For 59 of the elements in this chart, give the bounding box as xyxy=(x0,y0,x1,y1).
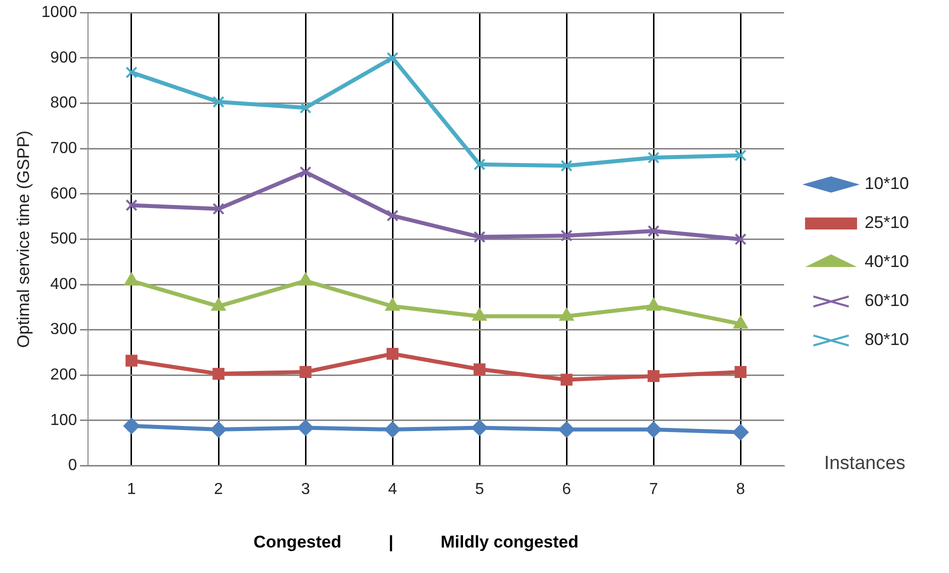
text: Congested | Mildly congested xyxy=(254,532,579,552)
point xyxy=(298,420,314,436)
point xyxy=(646,422,662,438)
x-axis-title: Instances xyxy=(824,453,906,474)
point xyxy=(124,418,140,434)
y-tick-label: 500 xyxy=(50,230,78,248)
y-tick-label: 400 xyxy=(50,276,78,293)
point xyxy=(560,160,572,172)
x-tick-label: 3 xyxy=(301,480,310,498)
point xyxy=(732,424,749,440)
y-axis-title: Optimal service time (GSPP) xyxy=(14,130,33,348)
point xyxy=(384,422,401,438)
point xyxy=(648,152,660,164)
legend-label: 40*10 xyxy=(864,252,910,272)
point xyxy=(648,370,660,382)
point xyxy=(210,422,227,438)
y-tick-label: 700 xyxy=(50,140,78,157)
x-tick-label: 2 xyxy=(214,480,224,498)
point xyxy=(558,422,575,438)
point xyxy=(560,230,572,242)
point xyxy=(300,366,312,378)
legend-label: 10*10 xyxy=(864,174,910,194)
point xyxy=(734,233,747,246)
point xyxy=(734,366,747,378)
x-tick-label: 5 xyxy=(475,480,484,498)
point xyxy=(386,210,398,222)
point xyxy=(300,166,312,178)
point xyxy=(474,158,486,170)
point xyxy=(474,230,486,243)
point xyxy=(560,374,572,386)
point xyxy=(386,52,398,64)
y-tick-label: 900 xyxy=(50,49,78,66)
point xyxy=(648,225,660,237)
point xyxy=(212,96,224,108)
x-tick-label: 4 xyxy=(388,480,398,498)
y-tick-label: 600 xyxy=(50,185,78,202)
y-tick-label: 100 xyxy=(50,412,78,429)
point xyxy=(126,199,138,212)
point xyxy=(734,149,747,162)
y-tick-label: 200 xyxy=(50,366,78,384)
x-tick-label: 1 xyxy=(127,480,136,498)
y-tick-label: 800 xyxy=(50,94,78,112)
legend-label: 60*10 xyxy=(864,291,910,310)
point xyxy=(126,354,138,367)
y-tick-label: 0 xyxy=(68,457,78,474)
point xyxy=(386,348,398,360)
y-tick-label: 1000 xyxy=(41,4,78,22)
point xyxy=(472,420,488,436)
x-tick-label: 8 xyxy=(736,480,746,498)
point xyxy=(126,66,138,78)
legend-label: 25*10 xyxy=(864,213,910,232)
legend-label: 80*10 xyxy=(864,330,910,350)
point xyxy=(212,368,224,380)
point xyxy=(300,102,312,114)
point xyxy=(474,363,486,376)
point xyxy=(212,202,224,215)
y-tick-label: 300 xyxy=(50,321,78,338)
x-tick-label: 6 xyxy=(562,480,572,498)
x-tick-label: 7 xyxy=(649,480,658,498)
